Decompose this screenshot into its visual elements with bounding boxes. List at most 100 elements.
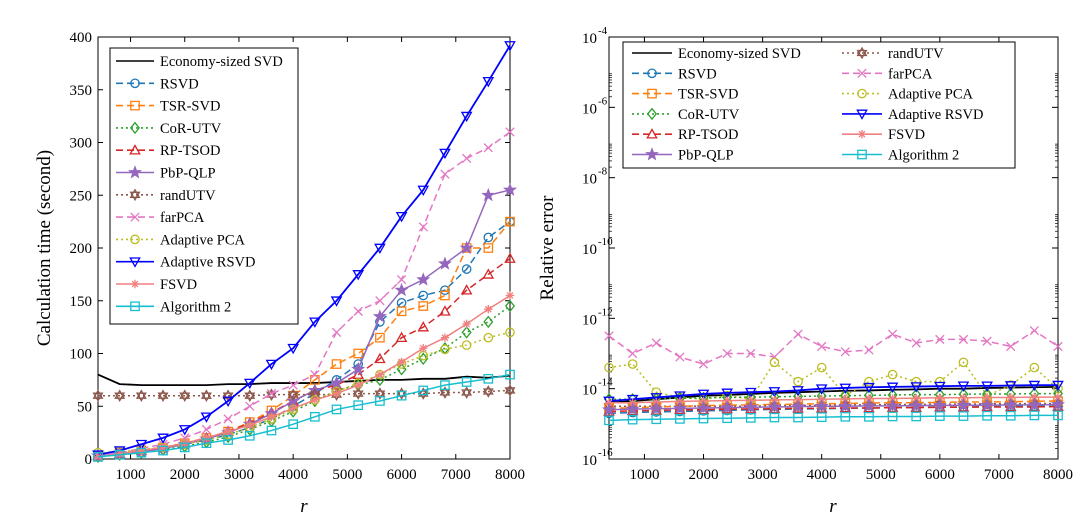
left-point-fsvd	[397, 357, 406, 367]
left-point-adaptive-rsvd	[157, 433, 169, 444]
right-legend-item-economy-sized-svd: Economy-sized SVD	[632, 46, 801, 62]
left-point-adaptive-rsvd	[265, 359, 278, 371]
right-point-pbp-qlp	[767, 399, 782, 413]
left-legend-item-adaptive-rsvd: Adaptive RSVD	[116, 255, 255, 271]
right-line-adaptive-rsvd	[608, 384, 1058, 402]
right-legend-marker	[856, 46, 868, 57]
left-point-fsvd	[419, 344, 428, 353]
left-legend-item-pbp-qlp: PbP-QLP	[116, 165, 216, 182]
right-point-adaptive-pca	[816, 362, 827, 373]
left-point-adaptive-rsvd	[178, 425, 191, 436]
right-point-farpca	[982, 336, 992, 346]
left-point-tsr-svd	[418, 301, 429, 311]
left-point-rp-tsod	[417, 321, 430, 332]
right-point-adaptive-rsvd	[934, 381, 946, 393]
right-legend-item-adaptive-pca: Adaptive PCA	[842, 87, 974, 103]
left-y-axis-label: Calculation time (second)	[34, 150, 55, 346]
right-point-farpca	[769, 352, 780, 362]
left-point-randutv-b	[244, 392, 256, 403]
left-point-randutv-b	[200, 392, 212, 403]
left-legend-item-algorithm-2: Algorithm 2	[116, 299, 231, 315]
left-point-randutv-b	[135, 392, 147, 403]
right-legend-label: RSVD	[678, 66, 717, 82]
right-point-fsvd	[1030, 392, 1039, 402]
left-point-cor-utv	[418, 352, 429, 366]
left-point-randutv-b	[461, 389, 473, 399]
left-point-algorithm-2	[396, 390, 407, 401]
right-point-adaptive-rsvd	[674, 391, 686, 402]
right-xtick-label: 3000	[748, 467, 778, 483]
right-point-pbp-qlp	[1003, 397, 1018, 411]
left-point-algorithm-2	[114, 449, 125, 460]
right-point-adaptive-pca	[769, 357, 780, 368]
left-point-rsvd	[483, 232, 494, 243]
left-point-algorithm-2	[288, 419, 299, 430]
left-xtick-label: 1000	[116, 467, 146, 483]
right-point-algorithm-2	[840, 411, 851, 422]
left-point-algorithm-2	[201, 438, 212, 449]
left-point-algorithm-2	[93, 452, 103, 462]
left-point-algorithm-2	[309, 411, 320, 422]
left-series-farpca	[93, 127, 515, 461]
left-point-farpca	[440, 169, 450, 179]
right-point-algorithm-2	[769, 412, 780, 423]
left-point-adaptive-pca	[461, 340, 472, 350]
right-point-fsvd	[841, 394, 850, 404]
right-legend-item-randutv: randUTV	[842, 46, 944, 62]
right-point-adaptive-rsvd	[815, 384, 828, 395]
left-point-randutv	[461, 386, 473, 396]
right-point-pbp-qlp	[885, 398, 900, 412]
left-point-fsvd	[354, 380, 363, 390]
right-point-farpca	[817, 341, 827, 352]
right-ytick-label: 10	[582, 172, 597, 188]
right-point-pbp-qlp	[814, 398, 829, 413]
right-point-adaptive-pca	[627, 359, 638, 369]
right-legend-marker-b	[856, 49, 868, 60]
left-point-adaptive-rsvd	[460, 111, 473, 123]
right-legend: Economy-sized SVD randUTV RSVD farPCA TSR-SV…	[622, 41, 1016, 169]
right-point-algorithm-2	[887, 411, 898, 422]
left-xtick-label: 3000	[224, 467, 254, 483]
left-legend-item-economy-sized-svd: Economy-sized SVD	[116, 54, 283, 70]
left-point-adaptive-rsvd	[482, 76, 495, 88]
left-point-algorithm-2	[353, 400, 364, 411]
left-point-adaptive-rsvd	[243, 378, 256, 390]
left-legend-marker	[130, 234, 140, 245]
left-xtick-label: 8000	[495, 467, 525, 483]
left-xtick-label: 5000	[332, 467, 362, 483]
right-legend-marker	[646, 128, 658, 139]
left-point-adaptive-rsvd	[309, 317, 321, 328]
right-legend-marker	[856, 109, 868, 120]
left-point-farpca	[375, 296, 385, 306]
left-point-adaptive-rsvd	[439, 148, 451, 160]
right-legend-label: TSR-SVD	[678, 87, 738, 103]
left-point-randutv	[482, 385, 494, 395]
left-point-farpca	[331, 327, 342, 338]
left-point-algorithm-2	[244, 430, 255, 441]
right-line-adaptive-pca	[608, 361, 1059, 401]
right-point-pbp-qlp	[743, 399, 758, 414]
left-point-tsr-svd	[375, 332, 385, 343]
left-xtick-label: 6000	[387, 467, 417, 483]
left-point-farpca	[505, 127, 515, 137]
right-legend-item-algorithm-2: Algorithm 2	[842, 148, 959, 164]
right-legend-item-tsr-svd: TSR-SVD	[632, 87, 738, 103]
right-point-algorithm-2	[1029, 410, 1040, 421]
left-legend-label: farPCA	[160, 210, 205, 226]
left-legend-item-randutv: randUTV	[116, 188, 216, 204]
left-point-fsvd	[310, 395, 320, 405]
left-legend-marker	[128, 165, 142, 179]
right-point-farpca	[887, 329, 898, 339]
left-point-randutv	[417, 387, 429, 397]
left-ytick-label: 100	[70, 347, 93, 363]
right-point-pbp-qlp	[602, 402, 616, 416]
left-point-pbp-qlp	[329, 375, 344, 389]
right-point-algorithm-2	[911, 411, 922, 422]
right-point-adaptive-rsvd	[650, 393, 663, 404]
right-point-pbp-qlp	[649, 401, 664, 415]
right-legend-item-cor-utv: CoR-UTV	[632, 107, 740, 123]
right-point-farpca	[1006, 341, 1016, 352]
right-point-adaptive-rsvd	[744, 387, 757, 399]
left-point-farpca	[201, 424, 212, 435]
